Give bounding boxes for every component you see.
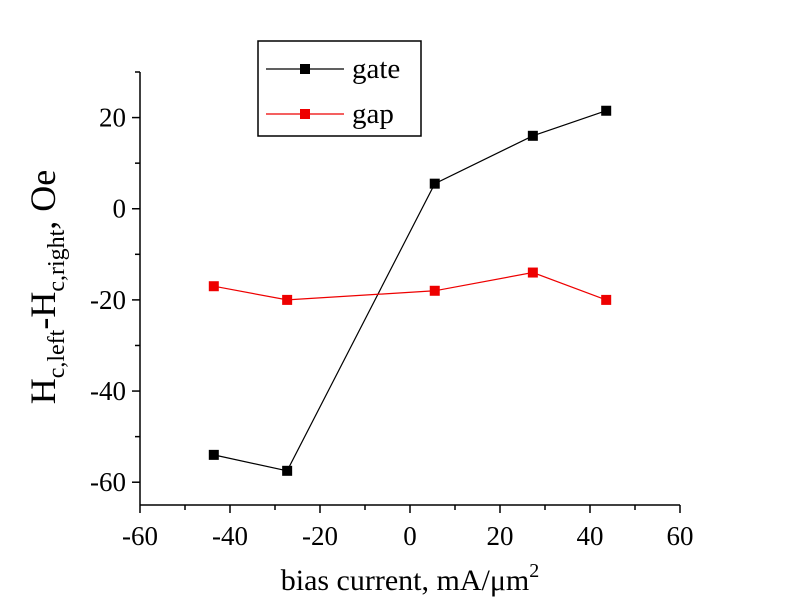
data-point-gap [601, 294, 612, 305]
x-axis-title-sup: 2 [529, 560, 539, 582]
data-point-gate [527, 130, 538, 141]
x-tick-label: -20 [302, 521, 338, 551]
data-point-gate [429, 178, 440, 189]
y-tick-label: -60 [90, 467, 126, 497]
legend-items: gate gap [266, 53, 400, 130]
data-point-gap [282, 294, 293, 305]
x-ticks: -60 -40 -20 0 20 40 60 [122, 505, 694, 551]
data-point-gap [527, 267, 538, 278]
data-point-gap [208, 281, 219, 292]
y-axis-title-base1: H [23, 378, 63, 404]
y-tick-label: -40 [90, 376, 126, 406]
axes [139, 72, 680, 506]
x-tick-label: -40 [212, 521, 248, 551]
x-axis-title-text: bias current, mA/μm [281, 564, 530, 597]
x-tick-label: 20 [487, 521, 514, 551]
x-axis-title: bias current, mA/μm2 [281, 560, 540, 597]
legend-marker-gate [300, 64, 310, 74]
data-point-gap [429, 285, 440, 296]
y-tick-label: 0 [113, 194, 127, 224]
y-tick-label: -20 [90, 285, 126, 315]
legend: gate gap [257, 40, 422, 137]
y-axis-title: Hc,left-Hc,right, Oe [23, 170, 70, 405]
data-point-gate [601, 105, 612, 116]
legend-label-gate: gate [352, 53, 400, 85]
series-line-gap [213, 271, 607, 301]
series-layer [208, 105, 612, 476]
y-axis-title-sub2: c,right [44, 229, 70, 291]
data-point-gate [282, 465, 293, 476]
y-axis-title-tail: , Oe [23, 170, 63, 230]
x-tick-label: 0 [403, 521, 417, 551]
data-point-gate [208, 449, 219, 460]
legend-box [257, 40, 422, 137]
series-line-gate [213, 110, 607, 472]
y-tick-label: 20 [99, 103, 126, 133]
y-axis-title-sub1: c,left [44, 329, 70, 378]
legend-marker-gap [300, 109, 310, 119]
legend-label-gap: gap [352, 98, 394, 130]
x-tick-label: -60 [122, 521, 158, 551]
y-ticks: -60 -40 -20 0 20 [90, 71, 140, 497]
x-tick-label: 60 [667, 521, 694, 551]
y-axis-title-mid: -H [23, 292, 63, 330]
x-tick-label: 40 [577, 521, 604, 551]
